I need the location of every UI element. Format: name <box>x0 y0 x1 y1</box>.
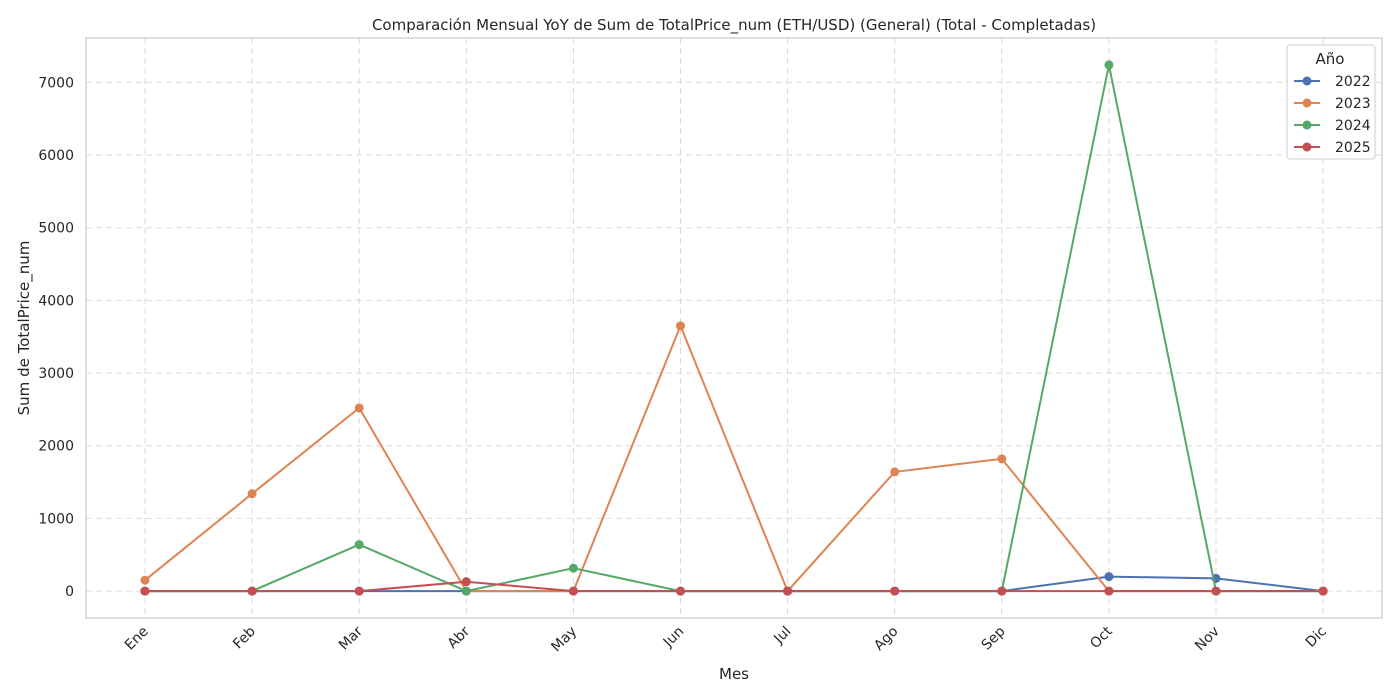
legend-marker <box>1302 120 1312 130</box>
x-tick-label: Ago <box>871 624 901 654</box>
data-point-2024 <box>461 586 471 596</box>
data-point-2025 <box>1318 586 1328 596</box>
series-2024 <box>140 60 1328 596</box>
x-tick-label: Abr <box>445 623 474 652</box>
data-point-2024 <box>568 563 578 573</box>
legend-marker <box>1302 76 1312 86</box>
data-point-2025 <box>1211 586 1221 596</box>
data-point-2022 <box>1104 572 1114 582</box>
data-point-2023 <box>140 575 150 585</box>
series-line-2023 <box>144 323 1324 593</box>
legend-item-2023: 2023 <box>1294 96 1371 112</box>
x-tick-label: Oct <box>1087 623 1116 652</box>
series-layer <box>140 60 1328 596</box>
series-line-2024 <box>145 64 1324 593</box>
y-tick-label: 6000 <box>38 148 74 164</box>
legend-label: 2022 <box>1335 74 1371 90</box>
series-line-2025 <box>145 580 1324 593</box>
legend-title: Año <box>1316 50 1345 68</box>
legend: Año 2022 2023 2024 2025 <box>1286 44 1376 160</box>
y-tick-label: 7000 <box>38 75 74 91</box>
data-point-2023 <box>247 489 257 499</box>
y-tick-label: 3000 <box>38 366 74 382</box>
data-point-2025 <box>1104 586 1114 596</box>
legend-items: 2022 2023 2024 2025 <box>1294 74 1371 156</box>
legend-label: 2024 <box>1335 118 1371 134</box>
y-tick-label: 0 <box>65 584 74 600</box>
y-axis-label: Sum de TotalPrice_num <box>15 241 34 416</box>
legend-marker <box>1302 142 1312 152</box>
legend-item-2024: 2024 <box>1294 118 1371 134</box>
legend-label: 2023 <box>1335 96 1371 112</box>
data-point-2025 <box>676 586 685 596</box>
data-point-2025 <box>461 577 471 587</box>
legend-item-2025: 2025 <box>1294 140 1371 156</box>
data-point-2024 <box>1104 60 1114 70</box>
y-axis-ticks: 0 1000 2000 3000 4000 5000 6000 7000 <box>38 75 74 600</box>
data-point-2024 <box>354 540 364 550</box>
data-point-2023 <box>354 403 364 413</box>
x-tick-label: Mar <box>336 623 366 653</box>
x-tick-label: Jul <box>770 624 794 648</box>
x-tick-label: Nov <box>1192 624 1223 655</box>
x-tick-label: Feb <box>230 623 259 652</box>
data-point-2025 <box>247 586 257 596</box>
x-tick-label: Ene <box>122 624 152 654</box>
data-point-2025 <box>140 586 150 596</box>
series-2023 <box>140 321 1328 596</box>
x-axis-label: Mes <box>719 665 749 683</box>
data-point-2025 <box>890 586 900 596</box>
y-tick-label: 5000 <box>38 221 74 237</box>
x-tick-label: Dic <box>1303 624 1330 651</box>
data-point-2025 <box>568 586 578 596</box>
x-tick-label: May <box>548 624 580 656</box>
grid-lines <box>86 38 1382 618</box>
y-tick-label: 2000 <box>38 439 74 455</box>
data-point-2025 <box>783 586 793 596</box>
y-tick-label: 1000 <box>38 511 74 527</box>
legend-marker <box>1302 98 1312 108</box>
legend-label: 2025 <box>1335 140 1371 156</box>
chart-title: Comparación Mensual YoY de Sum de TotalP… <box>372 16 1096 35</box>
legend-box <box>1286 44 1376 160</box>
series-2025 <box>140 577 1328 596</box>
data-point-2023 <box>997 454 1007 464</box>
x-axis-ticks: Ene Feb Mar Abr May Jun Jul Ago Sep Oct Nov Dic <box>122 623 1330 655</box>
data-point-2023 <box>890 467 900 477</box>
legend-item-2022: 2022 <box>1294 74 1371 90</box>
y-tick-label: 4000 <box>38 293 74 309</box>
x-tick-label: Sep <box>979 623 1009 653</box>
x-tick-label: Jun <box>660 624 687 651</box>
series-line-2022 <box>145 575 1324 593</box>
data-point-2025 <box>354 586 364 596</box>
data-point-2025 <box>997 586 1007 596</box>
data-point-2023 <box>676 321 685 331</box>
plot-frame <box>85 37 1383 619</box>
